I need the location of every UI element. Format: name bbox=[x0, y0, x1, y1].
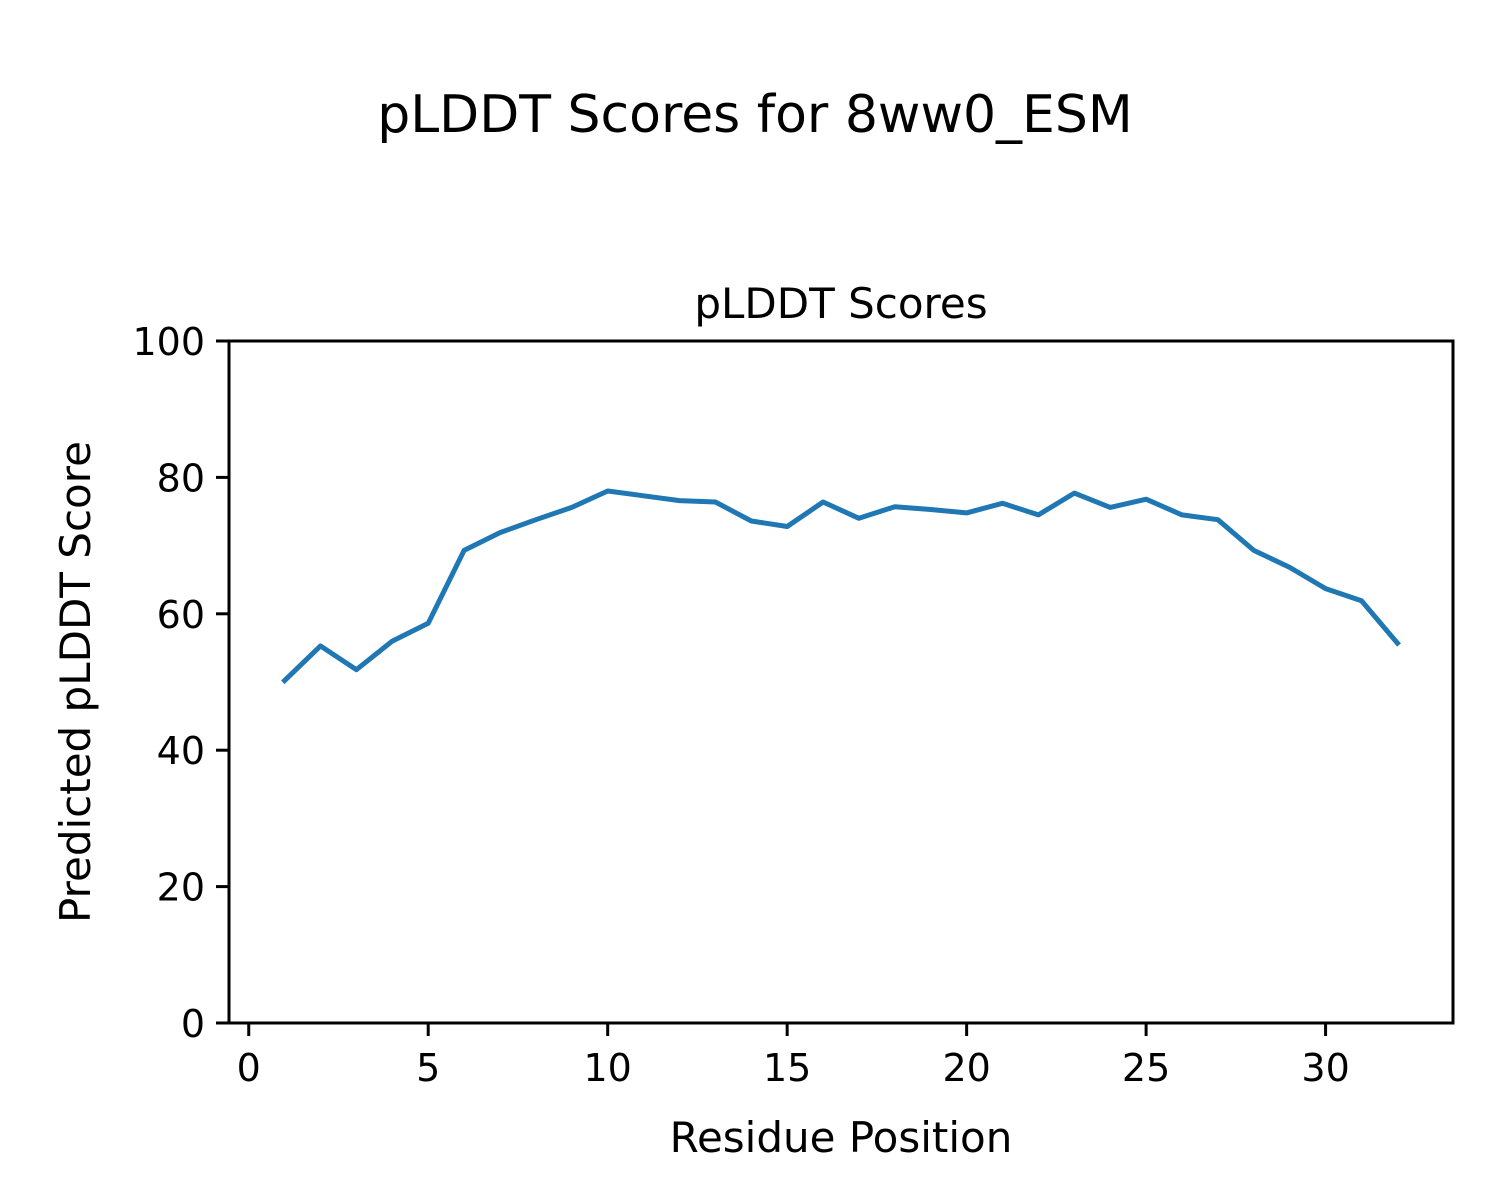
y-tick-label: 20 bbox=[157, 866, 205, 910]
y-tick-label: 0 bbox=[181, 1002, 205, 1046]
y-tick-label: 60 bbox=[157, 593, 205, 637]
figure-suptitle: pLDDT Scores for 8ww0_ESM bbox=[377, 85, 1133, 145]
x-tick-label: 30 bbox=[1301, 1046, 1349, 1090]
x-tick-label: 10 bbox=[584, 1046, 632, 1090]
axes-title: pLDDT Scores bbox=[694, 279, 987, 328]
plot-area-frame bbox=[227, 339, 1455, 1025]
x-tick-label: 15 bbox=[763, 1046, 811, 1090]
y-axis-ticks: 0 20 40 60 80 100 bbox=[132, 320, 229, 1046]
x-axis-label: Residue Position bbox=[670, 1113, 1013, 1162]
y-tick-label: 40 bbox=[157, 729, 205, 773]
y-tick-label: 100 bbox=[132, 320, 205, 364]
x-tick-label: 25 bbox=[1122, 1046, 1170, 1090]
y-axis-label: Predicted pLDDT Score bbox=[51, 441, 100, 923]
plddt-score-line bbox=[281, 488, 1401, 685]
y-tick-label: 80 bbox=[157, 456, 205, 500]
x-tick-label: 20 bbox=[942, 1046, 990, 1090]
x-tick-label: 5 bbox=[416, 1046, 440, 1090]
x-tick-label: 0 bbox=[237, 1046, 261, 1090]
x-axis-ticks: 0 5 10 15 20 25 30 bbox=[237, 1023, 1350, 1090]
